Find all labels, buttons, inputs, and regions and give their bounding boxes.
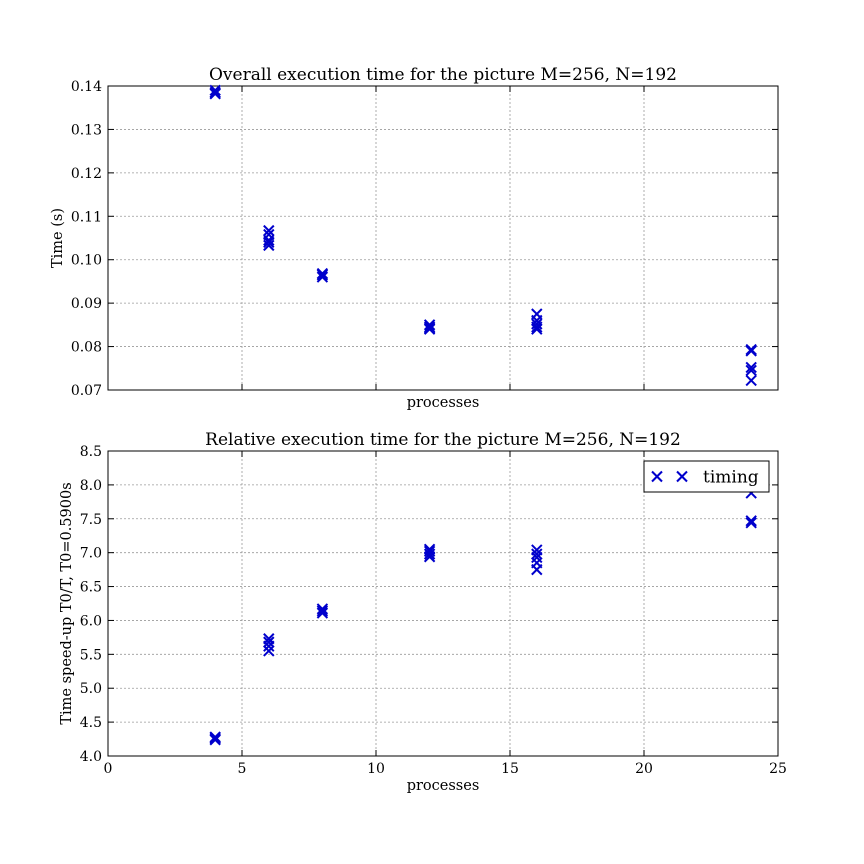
speedup-panel: 4.0 4.5 5.0 5.5 6.0 6.5 7.0 7.5 8.0 8.5 0 5 10 15 20 25… xyxy=(59,430,787,794)
speedup-x-tick-label: 15 xyxy=(501,761,519,777)
speedup-y-tick-label: 8.5 xyxy=(80,444,102,460)
time-data-point xyxy=(423,323,436,335)
speedup-y-tick-label: 7.5 xyxy=(80,512,102,528)
speedup-y-tick-label: 4.5 xyxy=(80,715,102,731)
speedup-data-point xyxy=(316,603,329,615)
speedup-x-tick-label: 0 xyxy=(104,761,113,777)
time-y-axis-label: Time (s) xyxy=(50,208,66,268)
time-data-point xyxy=(531,318,543,330)
speedup-data-point xyxy=(316,607,329,619)
execution-time-panel: 0.07 0.08 0.09 0.10 0.11 0.12 0.13 0.14 Overall … xyxy=(50,65,779,411)
speedup-data-point xyxy=(263,636,275,648)
time-data-point xyxy=(263,239,275,252)
time-y-tick-label: 0.13 xyxy=(71,122,102,138)
time-y-tick-label: 0.07 xyxy=(71,383,102,399)
speedup-data-point xyxy=(209,734,221,746)
legend-marker xyxy=(676,470,688,483)
time-data-point xyxy=(263,234,275,246)
time-plot-frame xyxy=(107,85,779,391)
time-y-tick-label: 0.08 xyxy=(71,340,102,356)
time-data-point xyxy=(316,269,329,281)
speedup-x-tick-label: 5 xyxy=(238,761,247,777)
speedup-chart-title: Relative execution time for the picture … xyxy=(205,430,681,450)
speedup-y-tick-label: 6.0 xyxy=(80,613,102,629)
time-chart-title: Overall execution time for the picture M… xyxy=(209,65,677,85)
time-data-point xyxy=(531,321,543,333)
time-data-point xyxy=(209,88,221,100)
speedup-data-point xyxy=(531,563,543,576)
legend-box xyxy=(643,460,770,493)
time-x-axis-label: processes xyxy=(407,395,480,411)
time-y-tick-label: 0.14 xyxy=(71,79,102,95)
legend-label: timing xyxy=(703,468,759,488)
time-data-point xyxy=(316,271,329,283)
time-data-point xyxy=(745,364,757,377)
time-data-point xyxy=(745,374,757,387)
speedup-data-point xyxy=(745,517,757,529)
legend-marker xyxy=(651,470,663,483)
time-data-point xyxy=(263,236,275,249)
speedup-data-point xyxy=(423,548,436,560)
speedup-legend: timing xyxy=(643,460,770,493)
speedup-x-tick-label: 25 xyxy=(769,761,787,777)
speedup-x-tick-label: 20 xyxy=(635,761,653,777)
time-y-tick-label: 0.09 xyxy=(71,296,102,312)
speedup-x-tick-label: 10 xyxy=(367,761,385,777)
time-data-point xyxy=(423,319,436,331)
speedup-data-point xyxy=(316,605,329,617)
speedup-data-point xyxy=(531,548,543,560)
time-data-point xyxy=(745,345,757,357)
speedup-data-point xyxy=(263,645,275,657)
speedup-y-tick-label: 5.5 xyxy=(80,647,102,663)
speedup-y-tick-label: 4.0 xyxy=(80,749,102,765)
speedup-data-point xyxy=(745,515,757,527)
time-y-tick-label: 0.12 xyxy=(71,166,102,182)
speedup-y-tick-label: 8.0 xyxy=(80,478,102,494)
speedup-y-tick-label: 6.5 xyxy=(80,580,102,596)
speedup-data-point xyxy=(263,640,275,652)
time-y-tick-label: 0.10 xyxy=(71,253,102,269)
speedup-data-point xyxy=(423,551,436,563)
time-data-point xyxy=(745,361,757,374)
speedup-x-axis-label: processes xyxy=(407,778,480,794)
time-data-point xyxy=(263,224,275,237)
time-y-tick-label: 0.11 xyxy=(71,209,102,225)
speedup-plot-frame xyxy=(107,450,779,757)
speedup-y-tick-label: 5.0 xyxy=(80,681,102,697)
time-data-point xyxy=(531,323,543,335)
time-data-point xyxy=(209,84,221,97)
speedup-y-axis-label: Time speed-up T0/T, T0=0.5900s xyxy=(59,482,75,724)
speedup-y-tick-label: 7.0 xyxy=(80,546,102,562)
